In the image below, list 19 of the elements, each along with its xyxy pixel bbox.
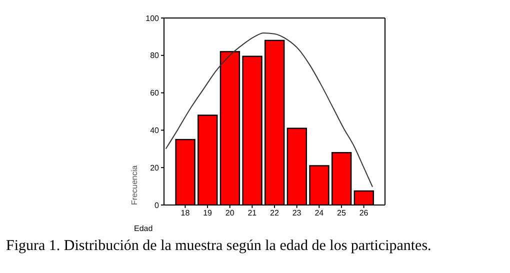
x-tick-label: 25 xyxy=(337,208,346,218)
line-series xyxy=(165,32,373,188)
x-tick-label: 18 xyxy=(180,208,190,218)
y-tick-label: 40 xyxy=(150,126,160,136)
x-tick-label: 21 xyxy=(248,208,258,218)
x-tick-label: 26 xyxy=(359,208,369,218)
y-tick-label: 80 xyxy=(150,51,160,60)
x-axis-title: Edad xyxy=(134,224,153,233)
x-tick-label: 20 xyxy=(225,208,235,218)
text: Figura 1. Distribución de la muestra según la edad de los participantes. xyxy=(6,238,432,255)
x-tick-label: 24 xyxy=(314,208,324,218)
y-tick-label: 60 xyxy=(150,88,160,98)
x-tick-label: 19 xyxy=(203,208,213,218)
y-axis-title: Frecuencia xyxy=(130,164,139,205)
y-tick-label: 100 xyxy=(146,14,160,23)
y-tick-label: 20 xyxy=(150,163,160,172)
x-tick-label: 22 xyxy=(270,208,280,218)
x-tick-label: 23 xyxy=(292,208,302,218)
y-tick-label: 0 xyxy=(154,200,160,210)
